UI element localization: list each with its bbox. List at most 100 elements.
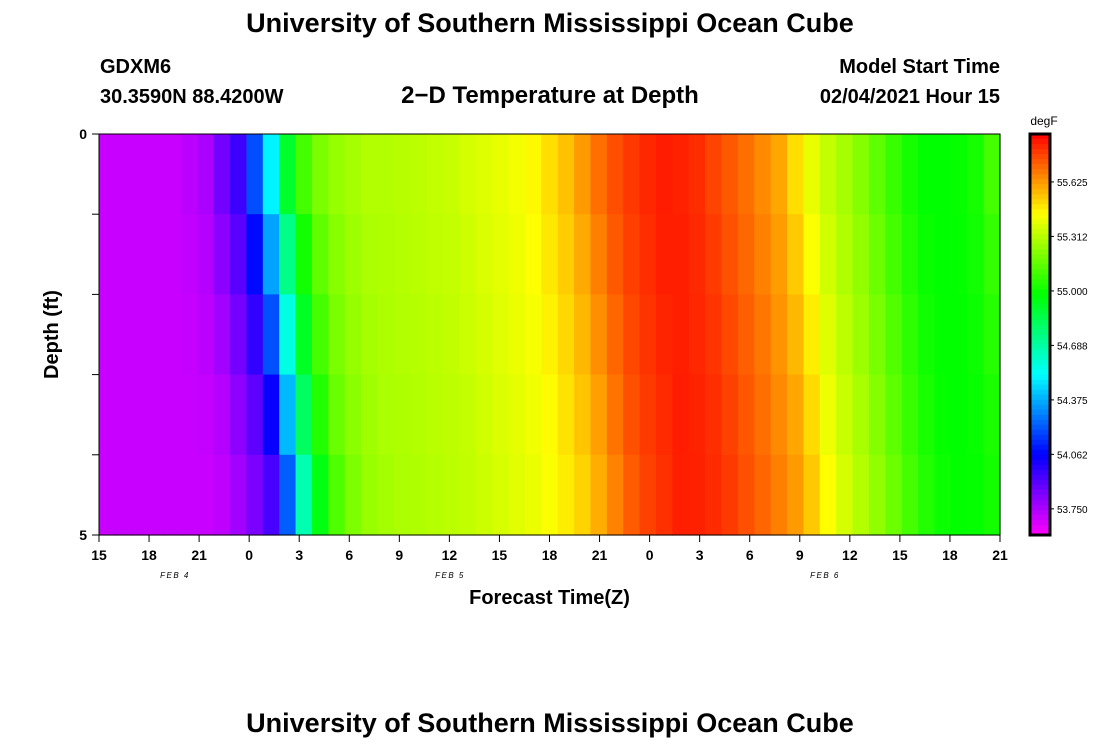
colorbar-swatch xyxy=(1030,444,1050,451)
heatmap-cell xyxy=(180,454,198,536)
heatmap-cell xyxy=(705,294,723,376)
heatmap-cell xyxy=(213,374,231,456)
heatmap-cell xyxy=(852,294,870,376)
heatmap-cell xyxy=(934,374,952,456)
heatmap-cell xyxy=(213,134,231,215)
heatmap-cell xyxy=(885,374,903,456)
colorbar-swatch xyxy=(1030,289,1050,295)
heatmap-cell xyxy=(213,294,231,376)
colorbar-swatch xyxy=(1030,449,1050,456)
heatmap-cell xyxy=(361,134,379,215)
colorbar-swatch xyxy=(1030,344,1050,351)
heatmap-cell xyxy=(230,374,248,456)
heatmap-cell xyxy=(901,374,919,456)
x-tick-label: 18 xyxy=(942,547,958,563)
heatmap-cell xyxy=(213,214,231,295)
heatmap-cell xyxy=(328,214,346,295)
heatmap-cell xyxy=(655,374,673,456)
heatmap-cell xyxy=(836,294,854,376)
colorbar-tick-label: 54.062 xyxy=(1057,450,1088,461)
heatmap-cell xyxy=(868,214,886,295)
heatmap-cell xyxy=(901,134,919,215)
heatmap-cell xyxy=(590,134,608,215)
heatmap-cell xyxy=(295,294,313,376)
colorbar-swatch xyxy=(1030,249,1050,255)
colorbar-swatch xyxy=(1030,499,1050,506)
y-axis-label: Depth (ft) xyxy=(41,290,63,379)
colorbar-swatch xyxy=(1030,219,1050,225)
heatmap-cell xyxy=(180,374,198,456)
date-label: FEB 4 xyxy=(160,571,190,580)
x-tick-label: 18 xyxy=(141,547,157,563)
heatmap-cell xyxy=(131,374,149,456)
x-tick-label: 15 xyxy=(892,547,908,563)
colorbar-swatch xyxy=(1030,314,1050,321)
heatmap-cell xyxy=(230,294,248,376)
heatmap-cell xyxy=(688,294,706,376)
heatmap-cell xyxy=(655,134,673,215)
x-tick-label: 0 xyxy=(245,547,253,563)
heatmap-cell xyxy=(410,134,428,215)
heatmap-cell xyxy=(508,454,526,536)
heatmap-cell xyxy=(459,214,477,295)
colorbar-tick-label: 54.688 xyxy=(1057,341,1088,352)
heatmap-cell xyxy=(246,374,264,456)
heatmap-cell xyxy=(557,294,575,376)
heatmap-cell xyxy=(295,214,313,295)
colorbar-swatch xyxy=(1030,369,1050,376)
heatmap-cell xyxy=(606,294,624,376)
colorbar-swatch xyxy=(1030,139,1050,145)
heatmap-cell xyxy=(426,134,444,215)
colorbar-swatch xyxy=(1030,279,1050,285)
x-tick-label: 12 xyxy=(442,547,458,563)
heatmap-cell xyxy=(426,454,444,536)
heatmap-cell xyxy=(410,214,428,295)
colorbar-swatch xyxy=(1030,254,1050,260)
heatmap-cell xyxy=(770,454,788,536)
station-id: GDXM6 xyxy=(100,56,172,78)
heatmap-cell xyxy=(557,214,575,295)
heatmap-cell xyxy=(377,374,395,456)
colorbar-swatch xyxy=(1030,309,1050,316)
heatmap-cells xyxy=(99,134,1001,536)
heatmap-cell xyxy=(852,214,870,295)
heatmap-cell xyxy=(475,134,493,215)
heatmap-cell xyxy=(164,214,182,295)
chart-title: 2−D Temperature at Depth xyxy=(401,82,699,109)
heatmap-cell xyxy=(279,134,297,215)
heatmap-cell xyxy=(803,374,821,456)
colorbar-swatch xyxy=(1030,169,1050,175)
heatmap-cell xyxy=(99,214,116,295)
colorbar-swatch xyxy=(1030,319,1050,326)
colorbar-swatch xyxy=(1030,404,1050,411)
colorbar-swatch xyxy=(1030,214,1050,220)
colorbar-swatch xyxy=(1030,339,1050,346)
heatmap-cell xyxy=(983,454,1001,536)
colorbar-swatch xyxy=(1030,389,1050,396)
footer-title: University of Southern Mississippi Ocean… xyxy=(246,708,854,738)
heatmap-cell xyxy=(705,374,723,456)
heatmap-cell xyxy=(868,454,886,536)
colorbar-swatch xyxy=(1030,174,1050,180)
heatmap-cell xyxy=(230,134,248,215)
heatmap-cell xyxy=(885,134,903,215)
heatmap-cell xyxy=(934,294,952,376)
heatmap-cell xyxy=(475,214,493,295)
heatmap-cell xyxy=(901,294,919,376)
colorbar-swatch xyxy=(1030,264,1050,270)
colorbar-swatch xyxy=(1030,394,1050,401)
heatmap-cell xyxy=(541,294,559,376)
heatmap-cell xyxy=(344,294,362,376)
heatmap-cell xyxy=(524,454,542,536)
colorbar-swatch xyxy=(1030,144,1050,150)
heatmap-cell xyxy=(639,134,657,215)
heatmap-cell xyxy=(180,294,198,376)
colorbar-swatch xyxy=(1030,349,1050,356)
colorbar-unit: degF xyxy=(1030,114,1057,128)
date-label: FEB 6 xyxy=(810,571,840,580)
heatmap-cell xyxy=(655,214,673,295)
heatmap-cell xyxy=(934,454,952,536)
heatmap-cell xyxy=(131,214,149,295)
heatmap-cell xyxy=(279,374,297,456)
colorbar-swatch xyxy=(1030,514,1050,521)
